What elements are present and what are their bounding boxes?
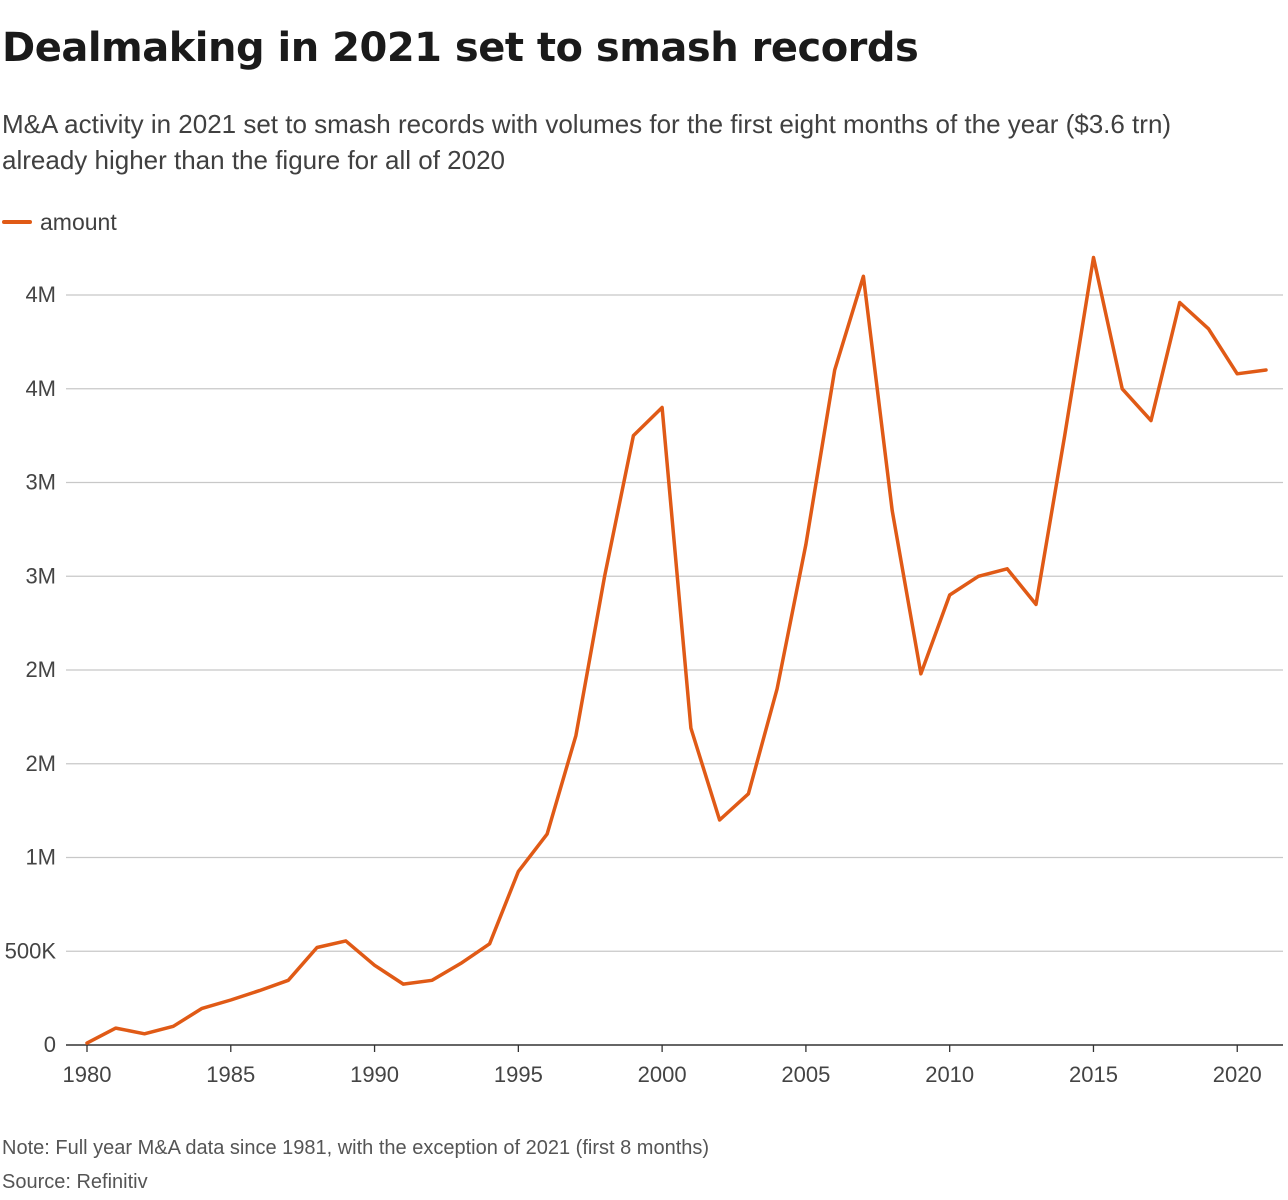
data-point-2000[interactable]	[656, 402, 668, 414]
data-point-1991[interactable]	[397, 978, 409, 990]
y-tick-label: 4M	[25, 376, 56, 401]
data-point-2015[interactable]	[1087, 252, 1099, 264]
data-point-2014[interactable]	[1059, 430, 1071, 442]
x-tick-label: 2005	[781, 1062, 830, 1087]
y-tick-label: 0	[44, 1032, 56, 1057]
series-line-amount	[85, 255, 1268, 1045]
data-point-1984[interactable]	[196, 1002, 208, 1014]
data-point-1989[interactable]	[340, 935, 352, 947]
data-point-2005[interactable]	[800, 538, 812, 550]
data-point-2019[interactable]	[1202, 323, 1214, 335]
chart-title: Dealmaking in 2021 set to smash records	[2, 25, 919, 71]
data-point-1981[interactable]	[110, 1022, 122, 1034]
legend: amount	[2, 207, 117, 237]
data-point-1980[interactable]	[81, 1037, 93, 1049]
y-tick-label: 3M	[25, 470, 56, 495]
data-point-2021[interactable]	[1260, 364, 1272, 376]
data-point-2007[interactable]	[857, 270, 869, 282]
x-tick-label: 2000	[638, 1062, 687, 1087]
data-point-1996[interactable]	[541, 828, 553, 840]
data-point-1988[interactable]	[311, 942, 323, 954]
y-tick-label: 4M	[25, 282, 56, 307]
data-point-2010[interactable]	[944, 589, 956, 601]
x-tick-label: 2020	[1213, 1062, 1262, 1087]
data-point-2003[interactable]	[742, 788, 754, 800]
data-point-2017[interactable]	[1145, 415, 1157, 427]
x-tick-label: 2015	[1069, 1062, 1118, 1087]
data-point-1987[interactable]	[282, 974, 294, 986]
data-point-2016[interactable]	[1116, 383, 1128, 395]
x-axis	[66, 1044, 1283, 1052]
y-tick-label: 500K	[5, 938, 57, 963]
y-tick-label: 2M	[25, 751, 56, 776]
series-layer	[81, 252, 1272, 1049]
data-point-1997[interactable]	[570, 730, 582, 742]
x-tick-label: 1980	[63, 1062, 112, 1087]
x-tick-label: 2010	[925, 1062, 974, 1087]
data-point-2011[interactable]	[972, 570, 984, 582]
data-point-1983[interactable]	[167, 1020, 179, 1032]
data-point-1992[interactable]	[426, 974, 438, 986]
y-tick-label: 1M	[25, 845, 56, 870]
data-point-2008[interactable]	[886, 505, 898, 517]
data-point-1994[interactable]	[484, 938, 496, 950]
data-point-2002[interactable]	[714, 814, 726, 826]
y-tick-label: 3M	[25, 563, 56, 588]
y-tick-label: 2M	[25, 657, 56, 682]
data-point-2020[interactable]	[1231, 368, 1243, 380]
source-note: Source: Refinitiv	[2, 1171, 148, 1193]
data-point-2013[interactable]	[1030, 598, 1042, 610]
legend-swatch	[2, 220, 32, 224]
gridlines	[66, 294, 1283, 952]
line-chart: 0 500K 1M 2M 2M 3M 3M 4M 4M 1980 1985 1990 1995 2000…	[5, 252, 1283, 1087]
data-point-2018[interactable]	[1174, 297, 1186, 309]
footnote: Note: Full year M&A data since 1981, wit…	[2, 1137, 710, 1159]
data-point-2009[interactable]	[915, 668, 927, 680]
legend-label: amount	[40, 208, 117, 235]
data-point-1982[interactable]	[139, 1028, 151, 1040]
x-tick-label: 1990	[350, 1062, 399, 1087]
data-point-1993[interactable]	[455, 957, 467, 969]
x-tick-label: 1985	[206, 1062, 255, 1087]
data-point-2004[interactable]	[771, 683, 783, 695]
data-point-1990[interactable]	[369, 959, 381, 971]
chart-subtitle: M&A activity in 2021 set to smash record…	[2, 109, 1172, 175]
data-point-2001[interactable]	[685, 722, 697, 734]
data-point-2012[interactable]	[1001, 563, 1013, 575]
data-point-1985[interactable]	[225, 994, 237, 1006]
data-point-1998[interactable]	[599, 570, 611, 582]
data-point-1995[interactable]	[512, 866, 524, 878]
x-axis-labels: 1980 1985 1990 1995 2000 2005 2010 2015 2020	[63, 1062, 1262, 1087]
data-point-2006[interactable]	[829, 364, 841, 376]
data-point-1986[interactable]	[254, 985, 266, 997]
y-axis-labels: 0 500K 1M 2M 2M 3M 3M 4M 4M	[5, 282, 57, 1057]
data-point-1999[interactable]	[627, 430, 639, 442]
x-tick-label: 1995	[494, 1062, 543, 1087]
